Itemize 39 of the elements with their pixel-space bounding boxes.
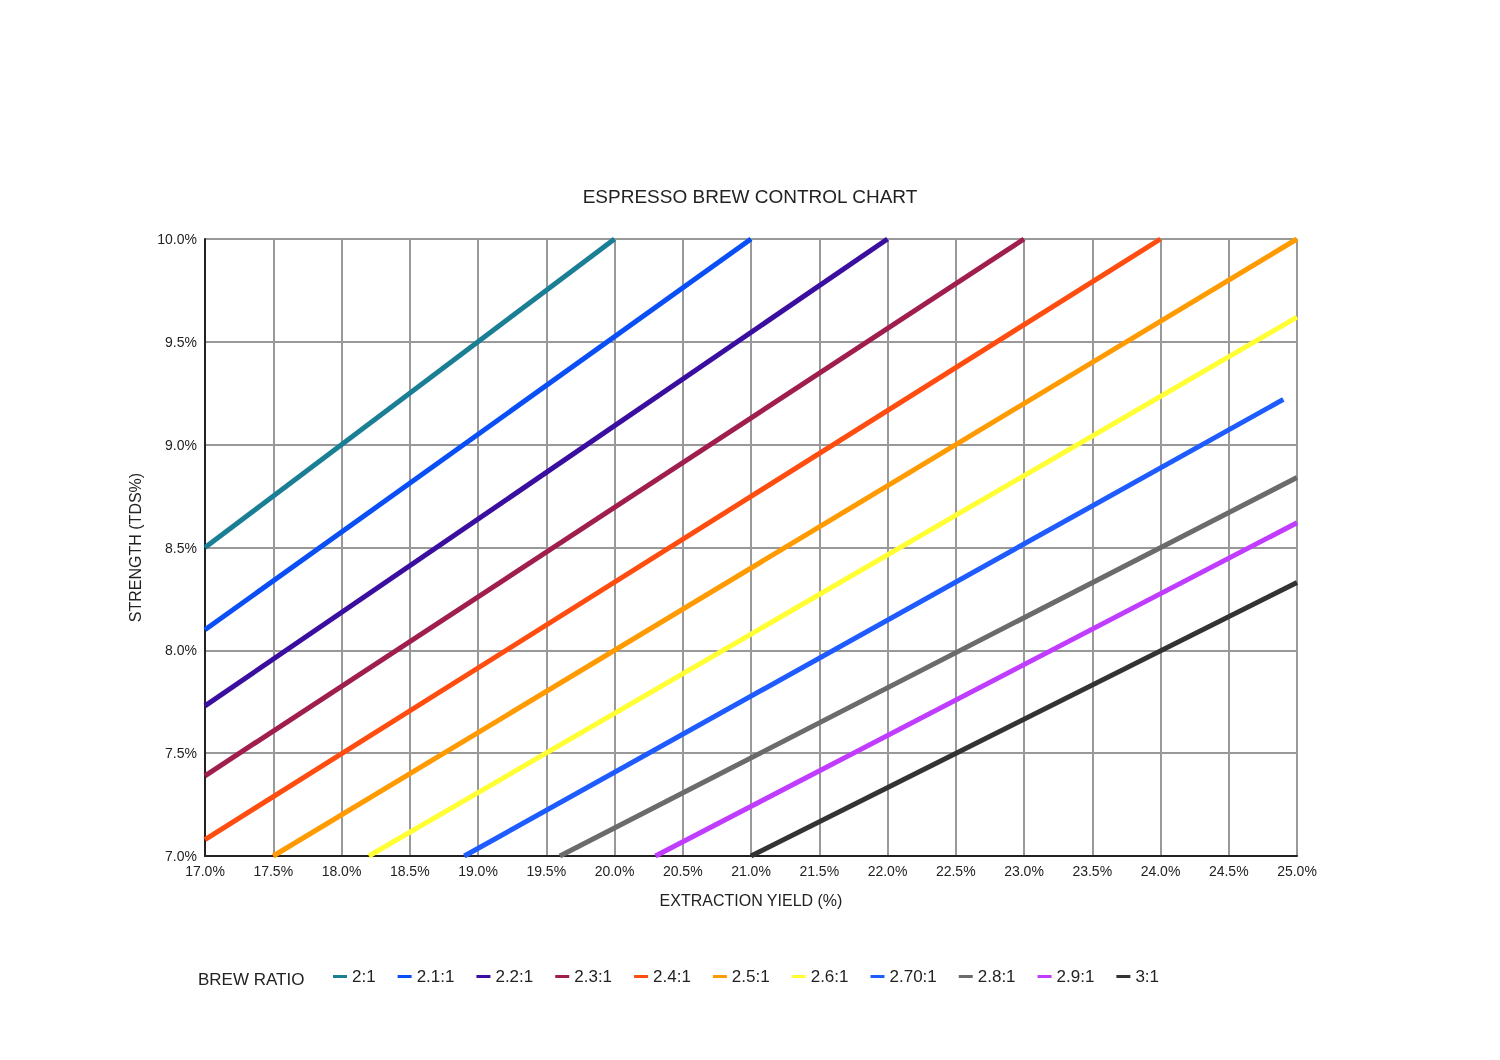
legend-label: 2.8:1 bbox=[977, 967, 1016, 986]
x-tick-label: 17.5% bbox=[253, 863, 294, 879]
x-tick-label: 19.5% bbox=[526, 863, 567, 879]
legend-title: BREW RATIO bbox=[198, 970, 305, 989]
x-tick-label: 22.5% bbox=[935, 863, 976, 879]
y-tick-label: 7.5% bbox=[165, 745, 197, 762]
legend-label: 2:1 bbox=[352, 967, 376, 986]
y-tick-label: 7.0% bbox=[165, 848, 197, 864]
legend-label: 2.5:1 bbox=[731, 967, 770, 986]
y-axis-title: STRENGTH (TDS%) bbox=[126, 472, 144, 623]
x-tick-label: 20.5% bbox=[662, 863, 703, 879]
x-tick-label: 24.5% bbox=[1208, 863, 1249, 879]
legend-label: 2.3:1 bbox=[574, 967, 613, 986]
y-tick-label: 8.5% bbox=[165, 539, 197, 556]
x-tick-label: 23.0% bbox=[1004, 863, 1044, 879]
x-axis-title: EXTRACTION YIELD (%) bbox=[659, 891, 843, 909]
x-tick-label: 23.5% bbox=[1072, 863, 1113, 879]
x-tick-label: 18.5% bbox=[389, 863, 430, 879]
legend-label: 2.70:1 bbox=[889, 967, 937, 986]
y-tick-label: 10.0% bbox=[157, 231, 197, 247]
legend-label: 3:1 bbox=[1135, 967, 1160, 986]
x-tick-label: 21.5% bbox=[799, 863, 840, 879]
x-tick-label: 20.0% bbox=[594, 863, 635, 879]
x-tick-label: 19.0% bbox=[458, 863, 498, 879]
x-tick-label: 22.0% bbox=[867, 863, 908, 879]
legend-label: 2.4:1 bbox=[653, 967, 691, 986]
legend-label: 2.1:1 bbox=[416, 967, 455, 986]
legend-label: 2.2:1 bbox=[495, 967, 534, 986]
y-tick-label: 8.0% bbox=[165, 642, 197, 659]
x-tick-label: 24.0% bbox=[1140, 863, 1181, 879]
x-tick-label: 18.0% bbox=[321, 863, 362, 879]
legend-label: 2.9:1 bbox=[1056, 967, 1095, 986]
x-tick-label: 17.0% bbox=[185, 863, 225, 879]
y-tick-label: 9.0% bbox=[165, 436, 197, 453]
x-tick-label: 25.0% bbox=[1277, 863, 1317, 879]
x-tick-label: 21.0% bbox=[731, 863, 771, 879]
chart-title: ESPRESSO BREW CONTROL CHART bbox=[582, 186, 918, 207]
y-tick-label: 9.5% bbox=[165, 333, 197, 350]
legend-label: 2.6:1 bbox=[810, 967, 849, 986]
